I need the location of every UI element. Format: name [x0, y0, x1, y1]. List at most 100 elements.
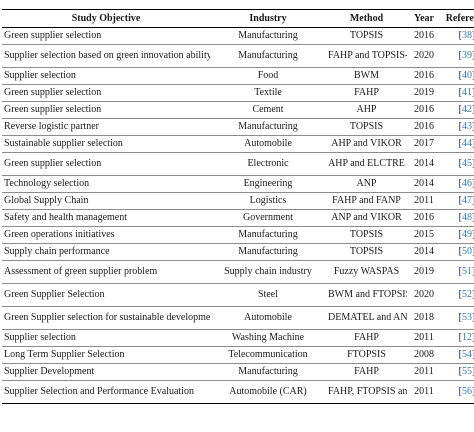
- table-row: Supplier selection based on green innova…: [2, 44, 474, 68]
- cell-method: AHP and VIKOR: [326, 135, 407, 153]
- reference-link[interactable]: 53: [462, 312, 472, 323]
- cell-reference: [44]: [441, 135, 474, 153]
- reference-link[interactable]: 56: [462, 386, 472, 397]
- cell-year: 2016: [407, 67, 441, 85]
- cell-industry: Telecommunication: [210, 346, 326, 364]
- cell-industry: Government: [210, 209, 326, 227]
- cell-study-objective: Technology selection: [2, 175, 210, 193]
- table-row: Green supplier selection Electronic AHP an…: [2, 152, 474, 176]
- cell-study-objective: Supplier selection: [2, 67, 210, 85]
- cell-method: FAHP: [326, 84, 407, 102]
- header-row: Study Objective Industry Method Year Ref…: [2, 9, 474, 28]
- cell-reference: [52]: [441, 283, 474, 307]
- cell-study-objective: Long Term Supplier Selection: [2, 346, 210, 364]
- table-row: Sustainable supplier selection Automobile…: [2, 135, 474, 153]
- reference-link[interactable]: 47: [462, 195, 472, 206]
- cell-reference: [41]: [441, 84, 474, 102]
- cell-reference: [53]: [441, 306, 474, 330]
- cell-industry: Electronic: [210, 152, 326, 176]
- cell-reference: [43]: [441, 118, 474, 136]
- table-header: Study Objective Industry Method Year Ref…: [2, 9, 474, 28]
- reference-link[interactable]: 55: [462, 366, 472, 377]
- cell-method: FAHP and FANP: [326, 192, 407, 210]
- cell-year: 2011: [407, 380, 441, 404]
- cell-industry: Cement: [210, 101, 326, 119]
- cell-industry: Automobile (CAR): [210, 380, 326, 404]
- cell-study-objective: Supplier Development: [2, 363, 210, 381]
- reference-link[interactable]: 48: [462, 212, 472, 223]
- cell-study-objective: Supplier selection: [2, 329, 210, 347]
- cell-study-objective: Green Supplier selection for sustainable…: [2, 306, 210, 330]
- cell-study-objective: Green supplier selection: [2, 152, 210, 176]
- header-study-objective: Study Objective: [2, 9, 210, 28]
- cell-study-objective: Green Supplier Selection: [2, 283, 210, 307]
- cell-reference: [51]: [441, 260, 474, 284]
- cell-method: FAHP, FTOPSIS and DEA: [326, 380, 407, 404]
- reference-link[interactable]: 45: [462, 158, 472, 169]
- table-row: Safety and health management Government AN…: [2, 209, 474, 227]
- reference-link[interactable]: 52: [462, 289, 472, 300]
- cell-study-objective: Reverse logistic partner: [2, 118, 210, 136]
- cell-industry: Automobile: [210, 306, 326, 330]
- reference-link[interactable]: 39: [462, 50, 472, 61]
- cell-industry: Manufacturing: [210, 226, 326, 244]
- cell-method: BWM: [326, 67, 407, 85]
- cell-year: 2020: [407, 283, 441, 307]
- cell-year: 2019: [407, 84, 441, 102]
- reference-link[interactable]: 42: [462, 104, 472, 115]
- cell-reference: [48]: [441, 209, 474, 227]
- cell-study-objective: Global Supply Chain: [2, 192, 210, 210]
- reference-link[interactable]: 50: [462, 246, 472, 257]
- cell-method: TOPSIS: [326, 118, 407, 136]
- cell-method: DEMATEL and ANP: [326, 306, 407, 330]
- cell-method: FAHP: [326, 363, 407, 381]
- cell-method: AHP: [326, 101, 407, 119]
- cell-industry: Manufacturing: [210, 118, 326, 136]
- table-row: Green supplier selection Cement AHP 2016 [42…: [2, 101, 474, 119]
- cell-study-objective: Supplier Selection and Performance Evalu…: [2, 380, 210, 404]
- cell-reference: [55]: [441, 363, 474, 381]
- cell-reference: [42]: [441, 101, 474, 119]
- cell-year: 2020: [407, 44, 441, 68]
- cell-industry: Manufacturing: [210, 27, 326, 45]
- cell-study-objective: Green operations initiatives: [2, 226, 210, 244]
- cell-year: 2018: [407, 306, 441, 330]
- cell-industry: Steel: [210, 283, 326, 307]
- table-row: Global Supply Chain Logistics FAHP and FAN…: [2, 192, 474, 210]
- table-row: Supply chain performance Manufacturing TOP…: [2, 243, 474, 261]
- cell-study-objective: Green supplier selection: [2, 27, 210, 45]
- cell-year: 2016: [407, 118, 441, 136]
- reference-link[interactable]: 54: [462, 349, 472, 360]
- reference-link[interactable]: 43: [462, 121, 472, 132]
- table-row: Green supplier selection Manufacturing TOP…: [2, 27, 474, 45]
- reference-link[interactable]: 49: [462, 229, 472, 240]
- cell-reference: [40]: [441, 67, 474, 85]
- reference-link[interactable]: 46: [462, 178, 472, 189]
- cell-method: ANP: [326, 175, 407, 193]
- reference-link[interactable]: 12: [462, 332, 472, 343]
- cell-year: 2016: [407, 101, 441, 119]
- reference-link[interactable]: 38: [462, 30, 472, 41]
- cell-method: TOPSIS: [326, 243, 407, 261]
- cell-reference: [39]: [441, 44, 474, 68]
- reference-link[interactable]: 40: [462, 70, 472, 81]
- reference-link[interactable]: 44: [462, 138, 472, 149]
- cell-industry: Washing Machine: [210, 329, 326, 347]
- cell-year: 2017: [407, 135, 441, 153]
- reference-link[interactable]: 51: [462, 266, 472, 277]
- cell-study-objective: Supply chain performance: [2, 243, 210, 261]
- literature-review-table: Study Objective Industry Method Year Ref…: [2, 9, 474, 404]
- reference-link[interactable]: 41: [462, 87, 472, 98]
- table-row: Supplier Development Manufacturing FAHP 201…: [2, 363, 474, 381]
- cell-year: 2015: [407, 226, 441, 244]
- header-reference: Reference: [441, 9, 474, 28]
- cell-industry: Manufacturing: [210, 44, 326, 68]
- cell-year: 2011: [407, 363, 441, 381]
- cell-study-objective: Green supplier selection: [2, 101, 210, 119]
- table-body: Green supplier selection Manufacturing TOP…: [2, 27, 474, 404]
- table-row: Green operations initiatives Manufacturin…: [2, 226, 474, 244]
- cell-study-objective: Safety and health management: [2, 209, 210, 227]
- table-row: Supplier selection Washing Machine FAHP 201…: [2, 329, 474, 347]
